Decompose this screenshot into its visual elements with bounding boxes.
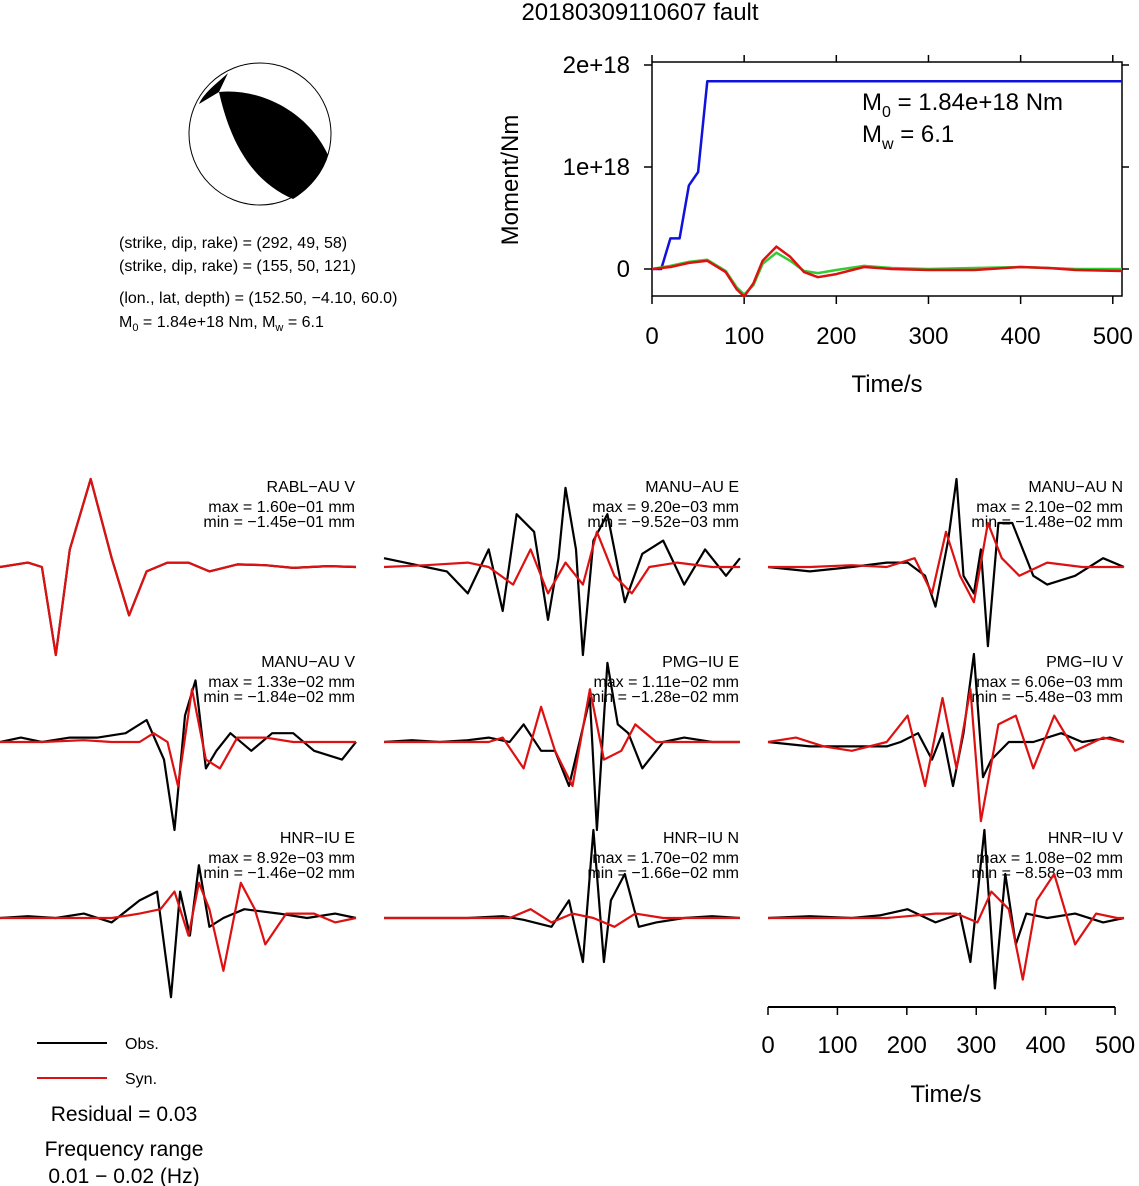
moment-ytick-label: 1e+18: [563, 154, 630, 181]
beachball-tension-quadrant-small: [199, 73, 228, 104]
station-label: HNR−IU E: [280, 830, 355, 847]
moment-xtick-label: 500: [1093, 323, 1133, 350]
synthetic-trace: [768, 521, 1124, 604]
station-label: HNR−IU V: [1048, 830, 1123, 847]
station-label: MANU−AU N: [1028, 479, 1123, 496]
residual-text: Residual = 0.03: [51, 1103, 198, 1126]
beachball-tension-quadrant-large: [219, 91, 328, 199]
station-label: HNR−IU N: [663, 830, 739, 847]
observed-trace: [0, 864, 357, 999]
nodal-plane-1: (strike, dip, rake) = (292, 49, 58): [119, 235, 347, 252]
max-amplitude-label: max = 9.20e−03 mm: [592, 499, 739, 516]
min-amplitude-label: min = −1.48e−02 mm: [971, 514, 1123, 531]
min-amplitude-label: min = −1.46e−02 mm: [203, 865, 355, 882]
synthetic-trace: [767, 688, 1125, 823]
max-amplitude-label: max = 8.92e−03 mm: [208, 850, 355, 867]
observed-trace: [767, 828, 1125, 990]
synthetic-trace: [768, 872, 1124, 981]
moment-m0-annotation: M0 = 1.84e+18 Nm: [862, 89, 1063, 121]
max-amplitude-label: max = 6.06e−03 mm: [976, 674, 1123, 691]
legend: Obs. Syn. Residual = 0.03 Frequency rang…: [37, 1036, 203, 1186]
synthetic-trace: [0, 477, 357, 657]
synthetic-trace: [383, 530, 740, 595]
synthetic-trace: [384, 688, 740, 788]
moment-ytick-label: 2e+18: [563, 52, 630, 79]
moment-xtick-label: 200: [816, 323, 856, 350]
observed-trace: [767, 477, 1125, 648]
moment-ytick-label: 0: [617, 256, 630, 283]
min-amplitude-label: min = −5.48e−03 mm: [971, 689, 1123, 706]
moment-series-green: [651, 251, 1122, 296]
synthetic-trace: [0, 881, 357, 972]
waveform-xtick-label: 200: [887, 1032, 927, 1059]
moment-xlabel: Time/s: [851, 371, 922, 398]
max-amplitude-label: max = 1.11e−02 mm: [593, 674, 739, 691]
observed-trace: [383, 486, 741, 657]
observed-trace: [384, 828, 741, 964]
waveform-xlabel: Time/s: [910, 1081, 981, 1108]
waveform-time-axis: Time/s 0 100 200 300 400 500: [761, 1006, 1135, 1108]
moment-xtick-label: 0: [645, 323, 658, 350]
synthetic-trace: [384, 908, 740, 928]
hypocenter-location: (lon., lat, depth) = (152.50, −4.10, 60.…: [119, 290, 397, 307]
moment-series-red: [651, 245, 1123, 298]
min-amplitude-label: min = −8.58e−03 mm: [971, 865, 1123, 882]
min-amplitude-label: min = −1.45e−01 mm: [203, 514, 355, 531]
max-amplitude-label: max = 2.10e−02 mm: [976, 499, 1123, 516]
moment-xtick-label: 400: [1001, 323, 1041, 350]
min-amplitude-label: min = −9.52e−03 mm: [587, 514, 739, 531]
moment-magnitude-line: M0 = 1.84e+18 Nm, Mw = 6.1: [119, 314, 324, 334]
moment-series-blue: [652, 80, 1122, 271]
max-amplitude-label: max = 1.33e−02 mm: [208, 674, 355, 691]
moment-xtick-label: 300: [908, 323, 948, 350]
waveform-xtick-label: 400: [1026, 1032, 1066, 1059]
waveform-xtick-label: 100: [817, 1032, 857, 1059]
legend-obs-label: Obs.: [125, 1036, 159, 1053]
synthetic-trace: [0, 688, 356, 788]
station-label: RABL−AU V: [267, 479, 356, 496]
moment-plot-frame: [651, 61, 1123, 297]
min-amplitude-label: min = −1.66e−02 mm: [587, 865, 739, 882]
max-amplitude-label: max = 1.70e−02 mm: [592, 850, 739, 867]
moment-xtick-label: 100: [724, 323, 764, 350]
max-amplitude-label: max = 1.08e−02 mm: [976, 850, 1123, 867]
station-label: PMG−IU E: [662, 654, 739, 671]
frequency-range-value: 0.01 − 0.02 (Hz): [48, 1165, 199, 1186]
moment-ylabel: Moment/Nm: [497, 115, 524, 246]
min-amplitude-label: min = −1.84e−02 mm: [203, 689, 355, 706]
waveform-xtick-label: 300: [956, 1032, 996, 1059]
focal-mechanism-beachball: [188, 62, 332, 206]
station-label: PMG−IU V: [1046, 654, 1123, 671]
frequency-range-label: Frequency range: [45, 1138, 204, 1161]
waveform-xtick-label: 0: [761, 1032, 774, 1059]
moment-mw-annotation: Mw = 6.1: [862, 121, 954, 153]
legend-syn-label: Syn.: [125, 1071, 157, 1088]
moment-rate-plot: Moment/Nm Time/s M0 = 1.84e+18 Nm Mw = 6…: [497, 52, 1133, 398]
nodal-plane-2: (strike, dip, rake) = (155, 50, 121): [119, 258, 356, 275]
max-amplitude-label: max = 1.60e−01 mm: [208, 499, 355, 516]
waveform-xtick-label: 500: [1095, 1032, 1135, 1059]
min-amplitude-label: min = −1.28e−02 mm: [587, 689, 739, 706]
figure-title: 20180309110607 fault: [521, 0, 758, 26]
station-label: MANU−AU E: [645, 479, 739, 496]
station-label: MANU−AU V: [261, 654, 355, 671]
